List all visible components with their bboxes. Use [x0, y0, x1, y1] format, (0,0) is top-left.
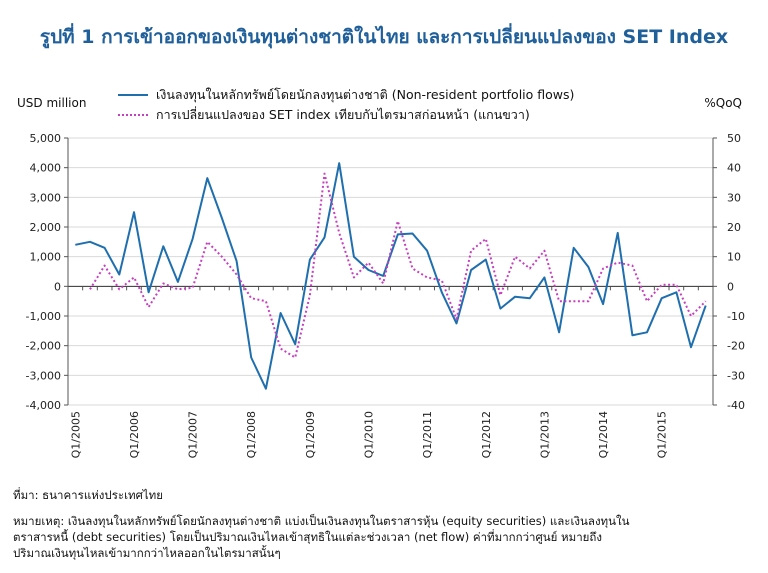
y-right-tick-label: -30 — [727, 369, 745, 382]
y-left-tick-label: -1,000 — [26, 310, 61, 323]
y-left-tick-label: 4,000 — [30, 162, 62, 175]
legend-swatch-dotted-line — [118, 114, 148, 116]
y-right-tick-label: 50 — [727, 132, 741, 145]
chart-title: รูปที่ 1 การเข้าออกของเงินทุนต่างชาติในไ… — [39, 26, 729, 48]
x-tick-label: Q1/2014 — [597, 411, 610, 458]
y-left-tick-label: -3,000 — [26, 369, 61, 382]
x-tick-label: Q1/2006 — [128, 411, 141, 458]
series-line-flows — [75, 162, 707, 390]
x-tick-label: Q1/2009 — [304, 411, 317, 458]
note-line: ปริมาณเงินทุนไหลเข้ามากกว่าไหลออกในไตรมา… — [13, 546, 281, 560]
legend-swatch-solid-line — [118, 94, 148, 96]
x-tick-label: Q1/2015 — [656, 411, 669, 458]
y-left-tick-label: -4,000 — [26, 399, 61, 412]
y-left-tick-label: 3,000 — [30, 191, 62, 204]
chart-plot: -4,000 -3,000 -2,000 -1,000 0 1,000 2,000 3,000… — [26, 132, 745, 458]
y-right-tick-label: 20 — [727, 221, 741, 234]
note-text: หมายเหตุ: เงินลงทุนในหลักทรัพย์โดยนักลงท… — [13, 513, 758, 561]
left-axis-unit: USD million — [17, 96, 87, 110]
x-tick-label: Q1/2007 — [187, 411, 200, 458]
y-left-tick-label: 2,000 — [30, 221, 62, 234]
y-right-tick-label: -40 — [727, 399, 745, 412]
legend-label-flows: เงินลงทุนในหลักทรัพย์โดยนักลงทุนต่างชาติ… — [156, 87, 575, 102]
y-right-tick-label: 30 — [727, 191, 741, 204]
y-left-tick-label: 0 — [54, 280, 61, 293]
x-tick-label: Q1/2012 — [480, 411, 493, 458]
legend-item-flows: เงินลงทุนในหลักทรัพย์โดยนักลงทุนต่างชาติ… — [118, 85, 574, 105]
y-right-tick-label: 40 — [727, 162, 741, 175]
note-line: หมายเหตุ: เงินลงทุนในหลักทรัพย์โดยนักลงท… — [13, 514, 630, 528]
y-right-tick-label: 0 — [727, 280, 734, 293]
y-left-tick-label: -2,000 — [26, 340, 61, 353]
y-right-tick-label: -20 — [727, 340, 745, 353]
x-tick-label: Q1/2011 — [421, 411, 434, 458]
legend-label-set-index: การเปลี่ยนแปลงของ SET index เทียบกับไตรม… — [156, 107, 530, 122]
series-line-set-index — [89, 172, 707, 359]
y-left-tick-label: 1,000 — [30, 251, 62, 264]
right-axis-unit: %QoQ — [704, 96, 742, 110]
x-tick-label: Q1/2010 — [363, 411, 376, 458]
legend-item-set-index: การเปลี่ยนแปลงของ SET index เทียบกับไตรม… — [118, 105, 574, 125]
legend: เงินลงทุนในหลักทรัพย์โดยนักลงทุนต่างชาติ… — [118, 85, 574, 125]
y-left-tick-label: 5,000 — [30, 132, 62, 145]
y-right-tick-label: -10 — [727, 310, 745, 323]
x-tick-label: Q1/2005 — [69, 411, 82, 458]
y-right-tick-label: 10 — [727, 251, 741, 264]
source-text: ที่มา: ธนาคารแห่งประเทศไทย — [13, 488, 163, 502]
x-tick-label: Q1/2013 — [538, 411, 551, 458]
note-line: ตราสารหนี้ (debt securities) โดยเป็นปริม… — [13, 530, 602, 544]
x-tick-label: Q1/2008 — [245, 411, 258, 458]
